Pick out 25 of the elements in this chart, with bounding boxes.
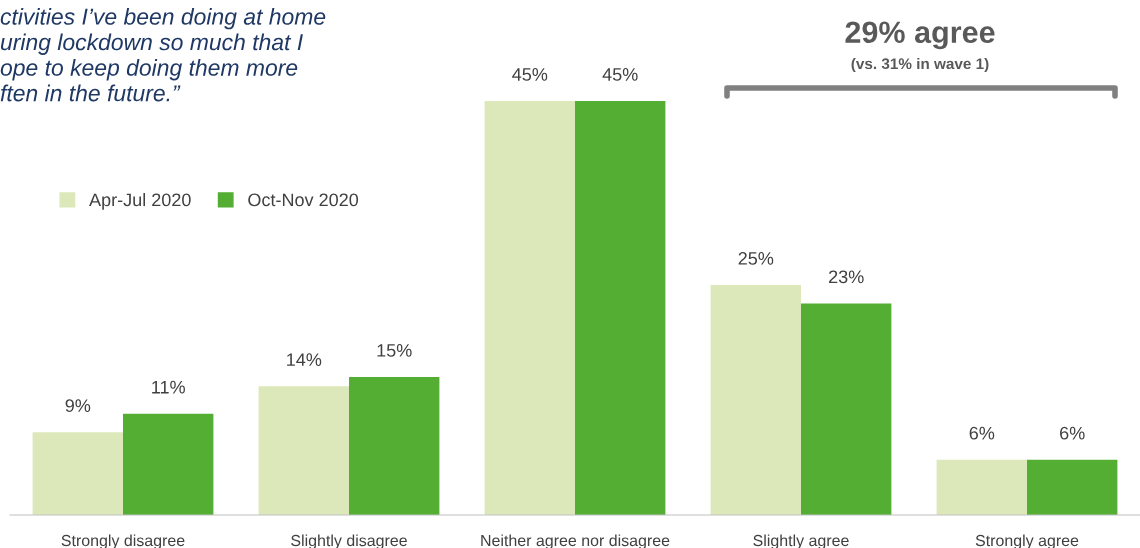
annotation: ctivities I’ve been doing at home uring lockdown so much that I ope to keep doing them more ften in the future.” bbox=[0, 8, 326, 102]
data-label: 23% bbox=[829, 270, 864, 284]
bar bbox=[575, 101, 666, 515]
data-label: 25% bbox=[738, 252, 774, 265]
data-label: 6% bbox=[1060, 426, 1085, 440]
data-label: 9% bbox=[65, 399, 91, 412]
bar bbox=[349, 377, 440, 515]
text: (vs. 31% in wave 1) bbox=[851, 57, 989, 73]
bar bbox=[936, 459, 1027, 515]
bar bbox=[710, 285, 801, 515]
data-label: 45% bbox=[602, 68, 638, 81]
data-label: 6% bbox=[969, 426, 995, 440]
data-label: 14% bbox=[287, 353, 322, 366]
bar bbox=[32, 432, 123, 515]
legend-label: Oct-Nov 2020 bbox=[248, 193, 359, 207]
data-label: 45% bbox=[512, 68, 548, 81]
bar bbox=[123, 413, 214, 515]
bar bbox=[484, 101, 575, 515]
bar bbox=[1027, 459, 1118, 515]
bar bbox=[258, 386, 349, 515]
legend-label: Apr-Jul 2020 bbox=[89, 193, 191, 210]
data-label: 15% bbox=[377, 344, 412, 357]
bar bbox=[801, 303, 892, 515]
text: 29% agree bbox=[845, 21, 995, 50]
data-label: 11% bbox=[152, 380, 185, 394]
